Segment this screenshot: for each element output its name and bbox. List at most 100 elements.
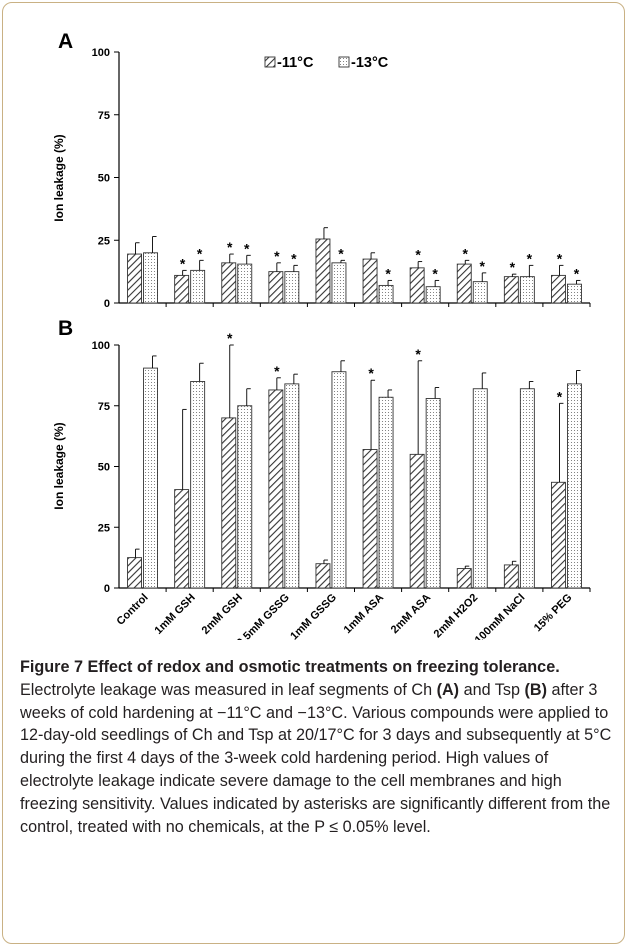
y-axis-label: Ion leakage (%) bbox=[52, 422, 66, 509]
bar-minus13 bbox=[190, 381, 206, 589]
bar-minus13 bbox=[472, 281, 488, 304]
panel-label: B bbox=[58, 317, 73, 340]
bar-minus11 bbox=[174, 274, 190, 304]
bar-minus13 bbox=[143, 367, 159, 589]
significance-asterisk: * bbox=[227, 330, 233, 346]
significance-asterisk: * bbox=[180, 255, 186, 271]
caption-segment: (B) bbox=[524, 680, 547, 699]
bar-minus11 bbox=[409, 267, 425, 304]
y-tick-label: 50 bbox=[98, 462, 110, 474]
caption-title: Figure 7 Effect of redox and osmotic tre… bbox=[20, 658, 560, 676]
significance-asterisk: * bbox=[510, 259, 516, 275]
bar-minus11 bbox=[503, 564, 519, 589]
bar-minus11 bbox=[362, 449, 378, 589]
bar-minus11 bbox=[127, 557, 143, 589]
x-category-label: 2mM GSH bbox=[200, 592, 245, 637]
figure-chart: A Ion leakage (%) 0 25 50 75 100 * * * * * * * * * * * * * *… bbox=[52, 30, 591, 640]
caption-body: Electrolyte leakage was measured in leaf… bbox=[20, 681, 611, 836]
legend-label: -11°C bbox=[277, 55, 314, 71]
bar-minus13 bbox=[567, 383, 582, 589]
bar-minus13 bbox=[378, 396, 394, 589]
y-tick-label: 100 bbox=[92, 340, 110, 352]
significance-asterisk: * bbox=[291, 250, 297, 266]
x-category-label: 1mM ASA bbox=[342, 592, 387, 637]
y-tick-label: 0 bbox=[104, 583, 110, 595]
significance-asterisk: * bbox=[415, 346, 421, 362]
x-category-label: 15% PEG bbox=[532, 592, 575, 635]
significance-asterisk: * bbox=[274, 248, 280, 264]
significance-asterisk: * bbox=[432, 265, 438, 281]
caption-segment: after 3 weeks of cold hardening at −11°C… bbox=[20, 680, 612, 836]
bar-minus13 bbox=[567, 283, 582, 304]
legend-swatch-minus13 bbox=[338, 56, 350, 68]
bar-minus11 bbox=[362, 258, 378, 304]
significance-asterisk: * bbox=[557, 250, 563, 266]
y-tick-label: 100 bbox=[92, 47, 110, 59]
bar-minus13 bbox=[425, 286, 441, 304]
bar-minus13 bbox=[331, 262, 347, 304]
bar-minus13 bbox=[331, 371, 347, 589]
significance-asterisk: * bbox=[385, 265, 391, 281]
bar-minus13 bbox=[143, 252, 159, 304]
y-tick-label: 50 bbox=[98, 173, 110, 185]
y-tick-label: 0 bbox=[104, 298, 110, 310]
bar-minus11 bbox=[221, 417, 237, 589]
bar-minus11 bbox=[268, 389, 284, 589]
caption-segment: Electrolyte leakage was measured in leaf… bbox=[20, 680, 437, 699]
x-category-label: 1mM GSSG bbox=[288, 592, 339, 640]
chart-panel-a: A Ion leakage (%) 0 25 50 75 100 * * * * * * * * * * * * * *… bbox=[52, 30, 591, 310]
caption-segment: (A) bbox=[436, 680, 460, 699]
bar-minus11 bbox=[315, 238, 331, 304]
chart-legend: -11°C -13°C bbox=[264, 55, 389, 71]
bar-minus13 bbox=[284, 271, 300, 304]
significance-asterisk: * bbox=[368, 365, 374, 381]
y-tick-label: 25 bbox=[98, 235, 110, 247]
bar-minus11 bbox=[456, 263, 472, 304]
bar-minus11 bbox=[551, 481, 566, 589]
panel-label: A bbox=[58, 30, 73, 53]
significance-asterisk: * bbox=[197, 245, 203, 261]
bar-minus11 bbox=[409, 453, 425, 589]
bar-minus11 bbox=[221, 262, 237, 304]
x-category-label: 2mM ASA bbox=[389, 592, 434, 637]
figure-caption: Figure 7 Effect of redox and osmotic tre… bbox=[20, 656, 612, 838]
bar-minus11 bbox=[174, 489, 190, 589]
bar-minus13 bbox=[472, 388, 488, 589]
legend-swatch-minus11 bbox=[264, 56, 276, 68]
bar-minus13 bbox=[284, 383, 300, 589]
caption-segment: and Tsp bbox=[459, 680, 525, 699]
bar-minus11 bbox=[551, 274, 566, 304]
y-tick-label: 75 bbox=[98, 110, 110, 122]
significance-asterisk: * bbox=[463, 245, 469, 261]
significance-asterisk: * bbox=[527, 250, 533, 266]
y-tick-label: 75 bbox=[98, 401, 110, 413]
x-category-label: 100mM NaCl bbox=[473, 592, 528, 640]
bar-minus13 bbox=[378, 284, 394, 304]
bar-minus11 bbox=[127, 253, 143, 304]
y-tick-label: 25 bbox=[98, 522, 110, 534]
bar-minus13 bbox=[519, 388, 535, 589]
significance-asterisk: * bbox=[338, 245, 344, 261]
legend-label: -13°C bbox=[351, 55, 389, 71]
bar-minus13 bbox=[519, 276, 535, 304]
bar-minus13 bbox=[237, 405, 253, 589]
bar-minus11 bbox=[268, 271, 284, 304]
x-category-label: 1mM GSH bbox=[153, 592, 198, 637]
bar-minus13 bbox=[190, 269, 206, 304]
bar-minus11 bbox=[456, 568, 472, 589]
significance-asterisk: * bbox=[227, 239, 233, 255]
significance-asterisk: * bbox=[415, 247, 421, 263]
chart-panel-b: B Ion leakage (%) 0 25 50 75 100 Control 1mM GSH… bbox=[52, 317, 591, 640]
y-axis-label: Ion leakage (%) bbox=[52, 134, 66, 221]
significance-asterisk: * bbox=[480, 258, 486, 274]
bar-minus13 bbox=[237, 263, 253, 304]
x-category-label: Control bbox=[115, 592, 151, 628]
significance-asterisk: * bbox=[274, 363, 280, 379]
bar-minus11 bbox=[315, 563, 331, 589]
significance-asterisk: * bbox=[574, 265, 580, 281]
bar-minus11 bbox=[503, 276, 519, 304]
significance-asterisk: * bbox=[244, 240, 250, 256]
significance-asterisk: * bbox=[557, 388, 563, 404]
bar-minus13 bbox=[425, 398, 441, 589]
x-category-label: 2mM H2O2 bbox=[432, 592, 481, 640]
